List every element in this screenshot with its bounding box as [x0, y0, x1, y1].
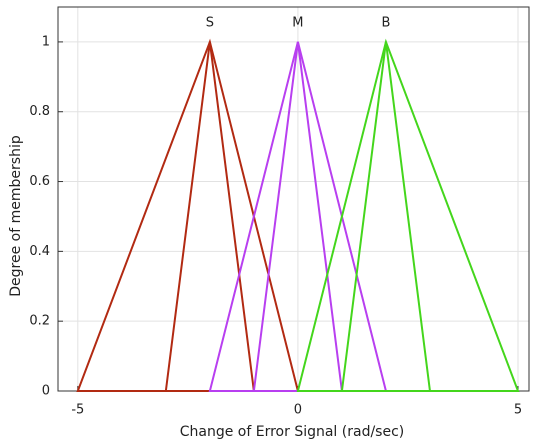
y-tick-label: 0.2: [29, 314, 50, 329]
y-tick-label: 0.4: [29, 244, 50, 259]
x-axis-label: Change of Error Signal (rad/sec): [180, 424, 405, 440]
mf-label: B: [381, 15, 390, 30]
y-tick-label: 0: [42, 384, 50, 399]
mf-label: S: [206, 15, 214, 30]
y-tick-label: 0.6: [29, 174, 50, 189]
y-tick-label: 1: [42, 34, 50, 49]
y-tick-label: 0.8: [29, 104, 50, 119]
membership-triangle: [340, 41, 432, 392]
plot-area: [58, 7, 529, 391]
x-tick-label: 5: [514, 403, 522, 418]
y-axis-label: Degree of membership: [8, 135, 24, 297]
mf-label: M: [292, 15, 303, 30]
x-tick-label: 0: [294, 403, 302, 418]
x-tick-label: -5: [71, 403, 84, 418]
